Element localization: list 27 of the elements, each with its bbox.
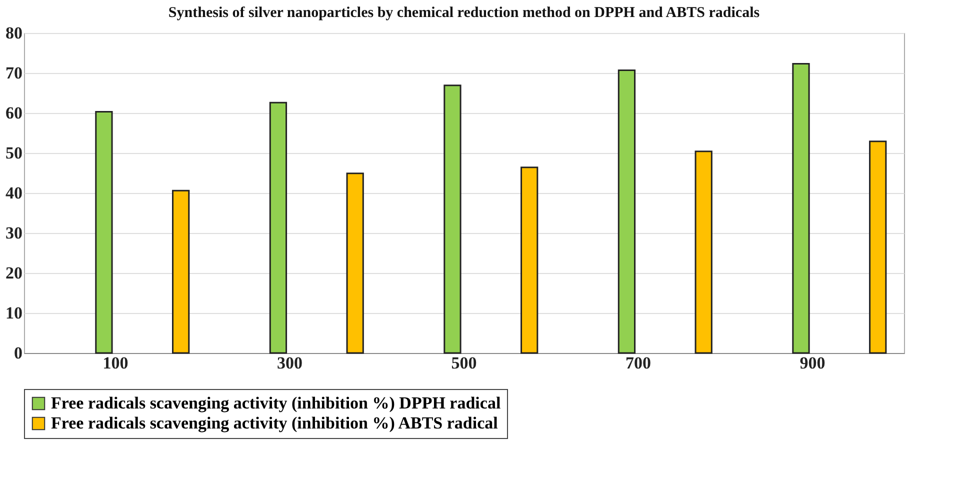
x-tick-label: 700	[626, 354, 652, 372]
bar	[869, 140, 887, 354]
y-tick-label: 60	[6, 104, 22, 122]
legend-label: Free radicals scavenging activity (inhibition %) DPPH radical	[51, 394, 501, 412]
bar	[520, 166, 538, 354]
y-tick-label: 30	[6, 224, 22, 242]
bar	[95, 111, 113, 354]
x-tick-label: 300	[276, 354, 302, 372]
bar	[694, 150, 712, 354]
bar	[792, 63, 810, 354]
x-tick-label: 500	[451, 354, 477, 372]
y-tick-label: 80	[6, 24, 22, 42]
y-tick-label: 70	[6, 64, 22, 82]
legend-label: Free radicals scavenging activity (inhibition %) ABTS radical	[51, 414, 498, 432]
bar	[618, 69, 636, 354]
bar	[269, 102, 288, 354]
y-tick-label: 10	[6, 304, 22, 322]
x-tick-label: 900	[800, 354, 826, 372]
y-tick-label: 20	[6, 264, 22, 282]
y-tick-label: 40	[6, 184, 22, 202]
bar	[444, 84, 462, 354]
chart-title: Synthesis of silver nanoparticles by chemical reduction method on DPPH and ABTS radicals	[168, 5, 760, 21]
bar	[172, 190, 190, 354]
y-tick-label: 50	[6, 144, 22, 162]
x-tick-label: 100	[102, 354, 128, 372]
y-tick-label: 0	[14, 344, 22, 362]
bar	[346, 172, 364, 354]
